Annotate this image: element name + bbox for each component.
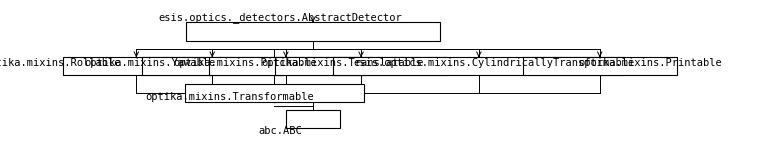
Text: optika.mixins.Translatable: optika.mixins.Translatable [261,58,423,68]
Bar [286,110,340,128]
Text: esis.optics._detectors.AbstractDetector: esis.optics._detectors.AbstractDetector [158,13,402,23]
Bar [185,84,363,102]
Bar [209,57,362,75]
Text: abc.ABC: abc.ABC [258,126,302,136]
Bar [333,57,624,75]
Bar [186,22,440,41]
Bar [141,57,283,75]
Text: esis.optics.mixins.CylindricallyTransformable: esis.optics.mixins.CylindricallyTransfor… [353,58,634,68]
Bar [62,57,210,75]
Text: optika.mixins.Printable: optika.mixins.Printable [578,58,722,68]
Text: optika.mixins.Yawable: optika.mixins.Yawable [84,58,216,68]
Text: optika.mixins.Rollable: optika.mixins.Rollable [0,58,121,68]
Text: optika.mixins.Pitchable: optika.mixins.Pitchable [173,58,317,68]
Text: optika.mixins.Transformable: optika.mixins.Transformable [146,92,314,102]
Bar [275,57,447,75]
Bar [523,57,677,75]
